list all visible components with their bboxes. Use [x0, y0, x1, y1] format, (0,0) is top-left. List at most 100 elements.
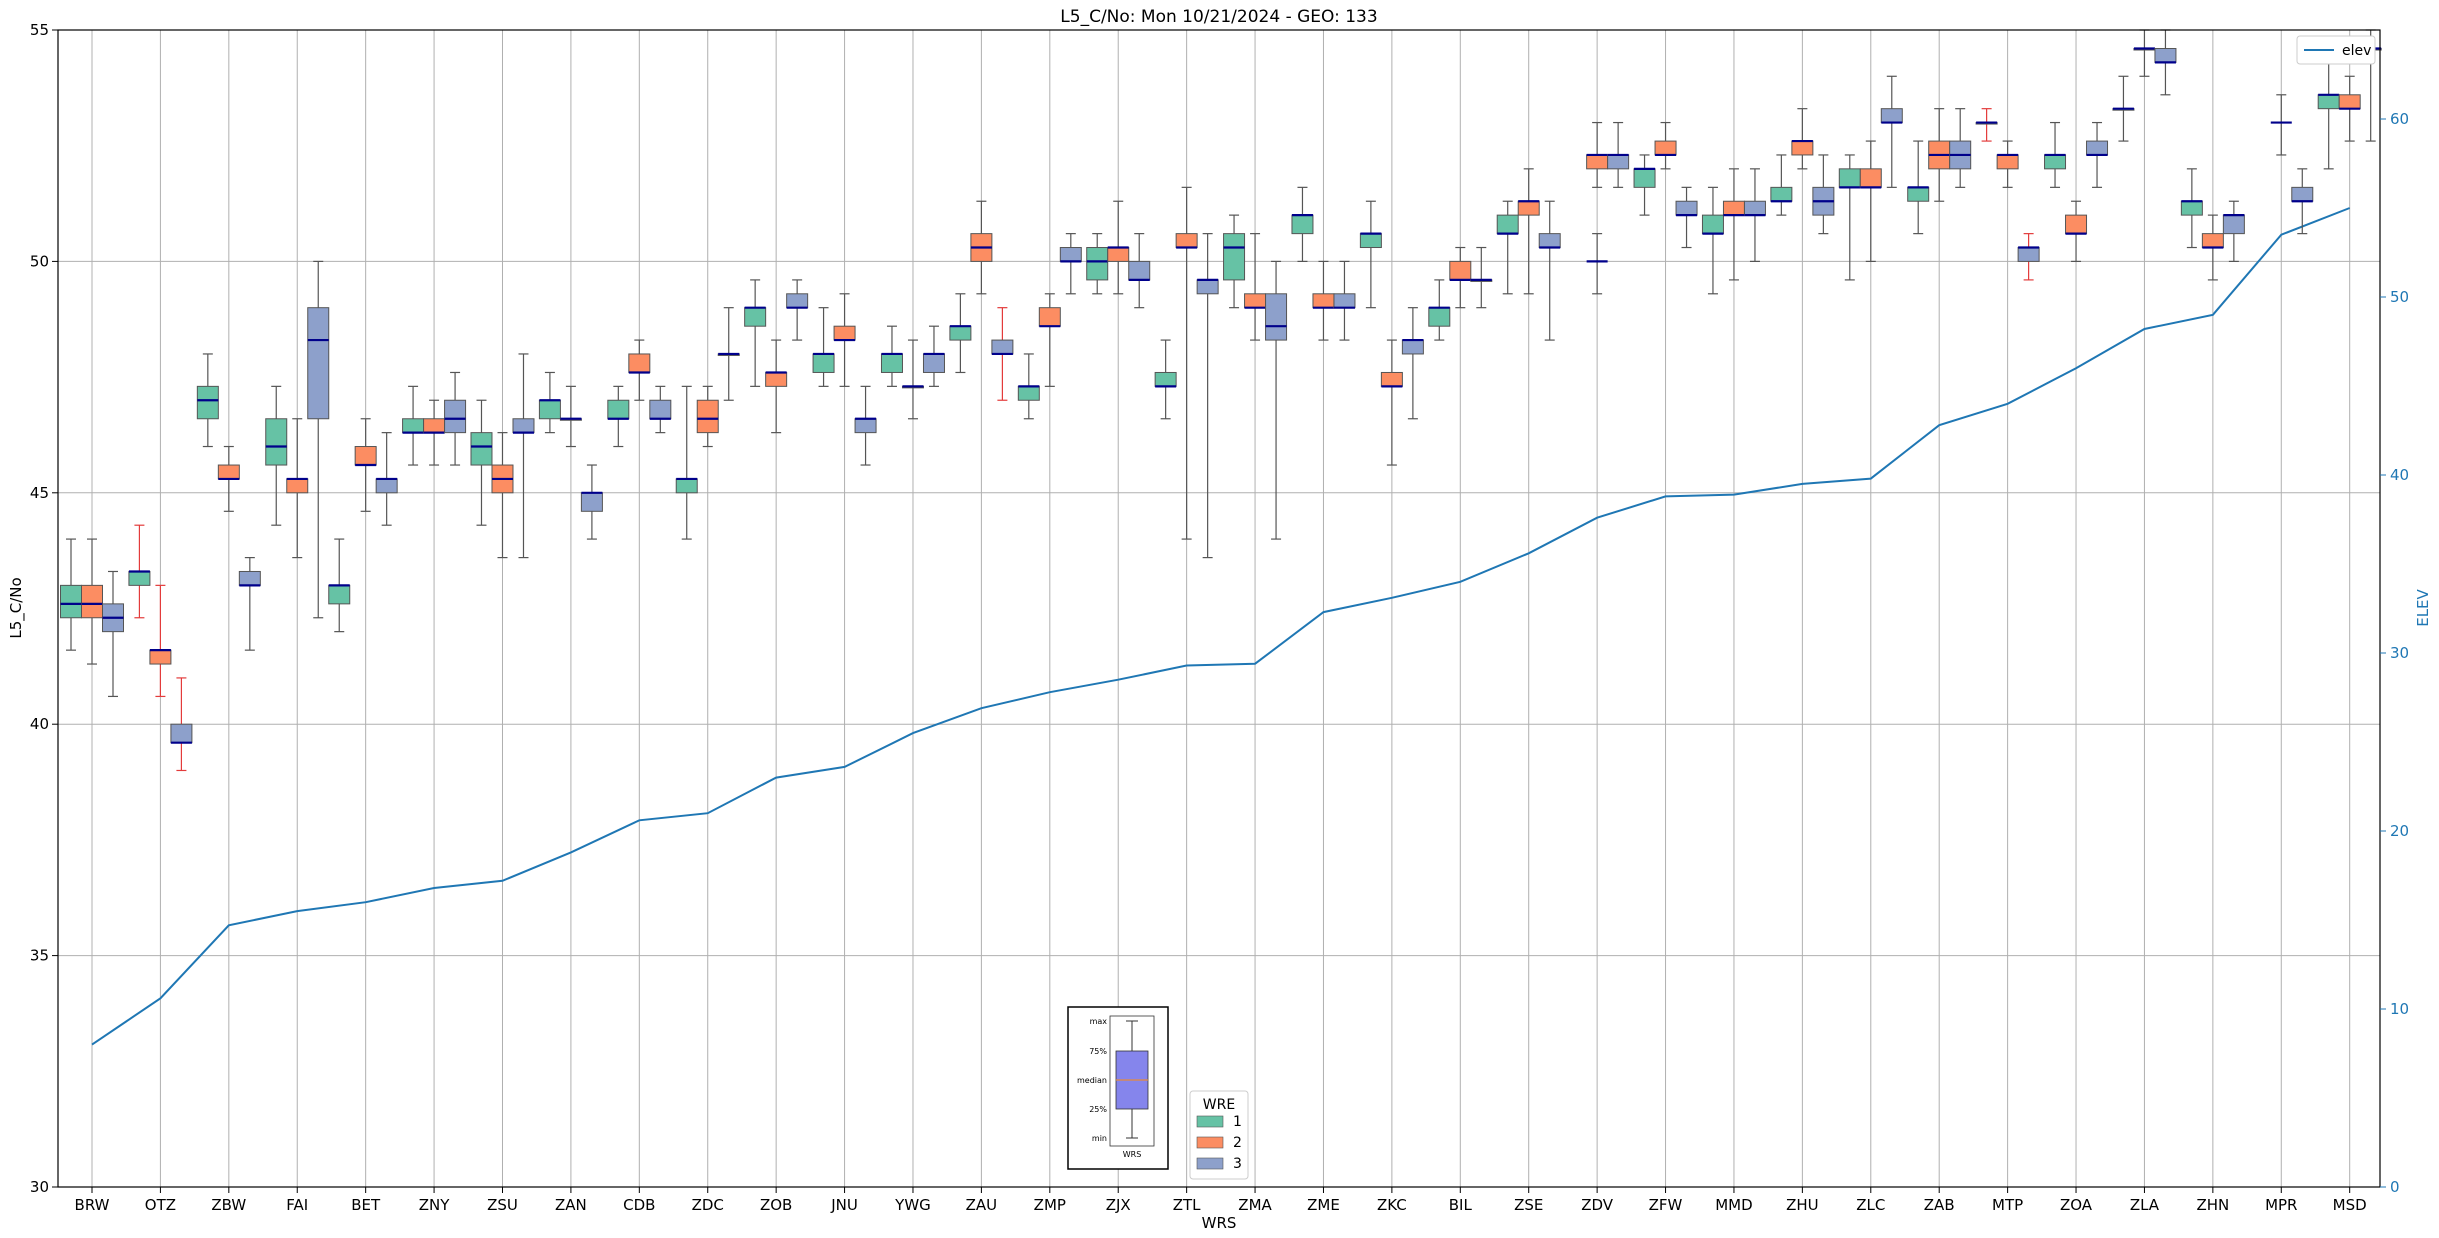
box-zsu-wre2 — [491, 432, 514, 559]
box-mtp-wre3 — [2017, 233, 2040, 281]
x-tick-label: ZOA — [2060, 1196, 2093, 1214]
box-zme-wre3 — [1333, 260, 1356, 341]
inset-xlabel: WRS — [1123, 1150, 1142, 1159]
box-body — [1128, 260, 1151, 281]
y2-tick-label: 30 — [2390, 644, 2409, 662]
box-zau-wre1 — [949, 293, 972, 374]
line-legend-frame — [2296, 35, 2376, 65]
box-body — [2044, 154, 2067, 170]
box-body — [1907, 186, 1930, 202]
box-body — [1996, 154, 2019, 170]
box-zau-wre3 — [991, 307, 1014, 401]
box-body — [1586, 154, 1609, 170]
x-tick-label: ZJX — [1106, 1196, 1131, 1214]
box-brw-wre1 — [60, 538, 82, 651]
x-tick-label: ZME — [1307, 1196, 1340, 1214]
plot-background — [58, 30, 2380, 1187]
box-zjx-wre1 — [1086, 233, 1109, 295]
box-body — [2201, 233, 2224, 249]
box-body — [1838, 168, 1861, 188]
box-body — [1607, 154, 1630, 170]
box-zmp-wre2 — [1038, 293, 1061, 387]
box-zse-wre3 — [1538, 200, 1561, 341]
box-zfw-wre3 — [1675, 186, 1698, 249]
box-zhn-wre3 — [2222, 200, 2245, 262]
elev-line-layer — [91, 207, 2351, 1046]
box-fai-wre1 — [265, 385, 288, 526]
box-mtp-wre1 — [1975, 108, 1998, 142]
y2-axis-label: ELEV — [2414, 588, 2432, 626]
box-body — [81, 584, 103, 619]
box-body — [1538, 233, 1561, 249]
x-tick-label: ZMP — [1034, 1196, 1066, 1214]
box-body — [922, 353, 945, 373]
wre-legend-frame — [1189, 1090, 1249, 1180]
box-mpr-wre3 — [2291, 168, 2314, 235]
box-mmd-wre2 — [1722, 168, 1745, 281]
box-body — [512, 418, 535, 434]
box-body — [1312, 293, 1335, 309]
x-tick-label: ZKC — [1377, 1196, 1407, 1214]
y-tick-label: 35 — [30, 947, 49, 965]
box-zan-wre3 — [580, 464, 603, 540]
x-tick-label: MMD — [1715, 1196, 1752, 1214]
y-tick-label: 55 — [30, 21, 49, 39]
box-body — [2338, 94, 2361, 110]
box-body — [1244, 293, 1267, 309]
box-mmd-wre3 — [1743, 168, 1766, 262]
wre-legend-swatch-1 — [1196, 1115, 1224, 1128]
box-body — [238, 570, 261, 586]
box-body — [833, 325, 856, 341]
box-zma-wre3 — [1265, 260, 1288, 540]
box-body — [1517, 200, 1540, 216]
box-body — [328, 584, 351, 605]
wre-legend-label-1: 1 — [1233, 1114, 1242, 1130]
box-zla-wre1 — [2112, 75, 2135, 142]
inset-label-q1: 25% — [1089, 1105, 1107, 1114]
x-tick-label: ZAN — [555, 1196, 587, 1214]
x-axis-label: WRS — [1202, 1214, 1237, 1232]
box-zan-wre2 — [559, 385, 582, 448]
box-body — [1359, 233, 1382, 249]
inset-label-median: median — [1077, 1076, 1107, 1085]
box-body — [949, 325, 972, 341]
plot-frame — [57, 29, 2381, 1188]
x-tick-label: ZOB — [760, 1196, 792, 1214]
x-tick-label: ZDV — [1581, 1196, 1614, 1214]
box-bil-wre1 — [1428, 279, 1451, 341]
box-body — [2017, 247, 2040, 262]
box-zdv-wre0 — [1586, 233, 1608, 295]
box-body — [1107, 247, 1130, 262]
box-cdb-wre1 — [607, 385, 630, 448]
box-zoa-wre2 — [2065, 200, 2088, 262]
x-tick-label: CDB — [623, 1196, 655, 1214]
box-body — [2317, 94, 2340, 110]
box-body — [1722, 200, 1745, 216]
box-zhu-wre2 — [1791, 108, 1814, 170]
box-fai-wre3 — [307, 260, 330, 619]
inset-label-max: max — [1090, 1017, 1108, 1026]
box-body — [1449, 260, 1472, 281]
box-body — [1496, 214, 1519, 235]
inset-label-q3: 75% — [1089, 1047, 1107, 1056]
box-zob-wre2 — [765, 339, 788, 434]
box-body — [1017, 385, 1040, 401]
y2-tick-label: 40 — [2390, 466, 2409, 484]
box-body — [854, 418, 877, 434]
box-body — [2222, 214, 2245, 235]
box-body — [1743, 200, 1766, 216]
box-zhu-wre1 — [1770, 154, 1793, 216]
y-tick-label: 50 — [30, 252, 49, 270]
x-tick-label: ZSE — [1514, 1196, 1543, 1214]
box-zme-wre2 — [1312, 260, 1335, 341]
box-cdb-wre3 — [649, 385, 672, 434]
x-tick-label: FAI — [286, 1196, 308, 1214]
box-ywg-wre1 — [880, 325, 903, 387]
box-ztl-wre3 — [1196, 233, 1219, 559]
box-zbw-wre3 — [238, 556, 261, 651]
x-tick-label: ZBW — [211, 1196, 246, 1214]
elev-line — [91, 207, 2351, 1046]
box-ztl-wre1 — [1154, 339, 1177, 420]
box-bet-wre2 — [354, 418, 377, 512]
